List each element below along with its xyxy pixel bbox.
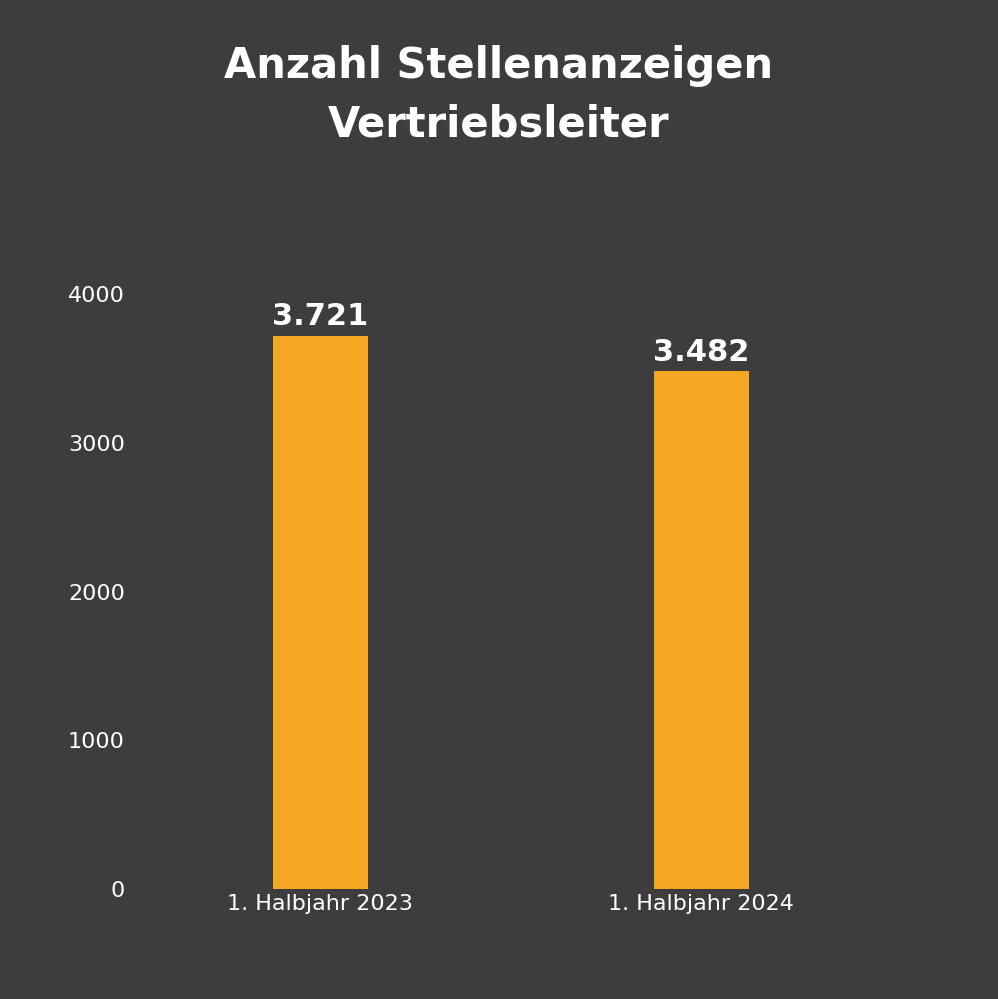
Text: 3.721: 3.721 — [272, 303, 368, 332]
Text: 3.482: 3.482 — [653, 338, 749, 367]
Bar — [654, 372, 748, 889]
Bar — [272, 336, 368, 889]
Text: Anzahl Stellenanzeigen
Vertriebsleiter: Anzahl Stellenanzeigen Vertriebsleiter — [225, 45, 773, 146]
